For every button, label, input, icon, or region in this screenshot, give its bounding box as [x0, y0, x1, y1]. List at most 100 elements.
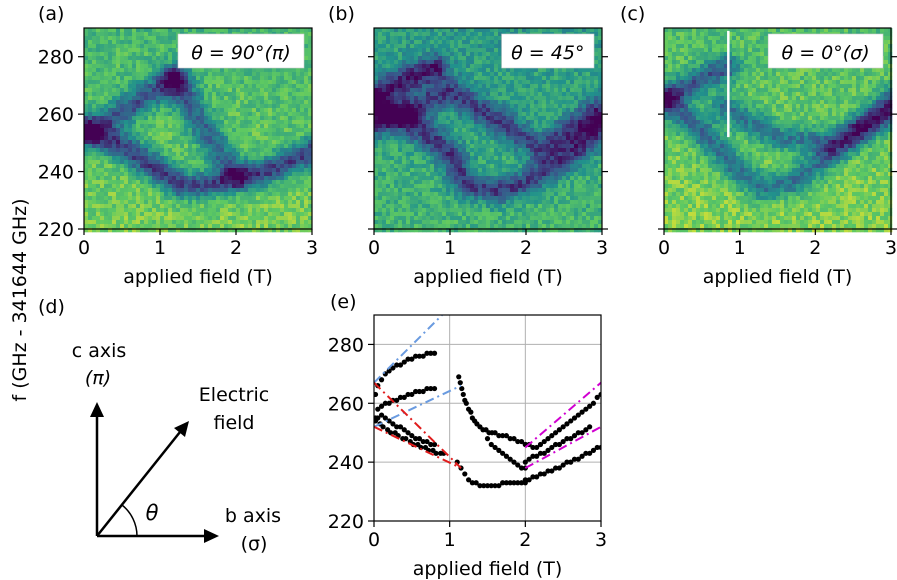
heatmap-cell	[582, 76, 587, 81]
heatmap-cell	[554, 68, 559, 73]
heatmap-cell	[88, 116, 93, 121]
heatmap-cell	[160, 216, 165, 221]
heatmap-cell	[374, 32, 379, 37]
heatmap-cell	[304, 212, 309, 217]
heatmap-cell	[88, 60, 93, 65]
heatmap-cell	[168, 156, 173, 161]
heatmap-cell	[208, 184, 213, 189]
heatmap-cell	[112, 184, 117, 189]
heatmap-cell	[300, 188, 305, 193]
heatmap-cell	[212, 216, 217, 221]
heatmap-cell	[216, 136, 221, 141]
heatmap-cell	[164, 184, 169, 189]
heatmap-cell	[124, 192, 129, 197]
heatmap-cell	[482, 136, 487, 141]
heatmap-cell	[140, 72, 145, 77]
heatmap-cell	[144, 84, 149, 89]
heatmap-cell	[268, 200, 273, 205]
heatmap-cell	[558, 80, 563, 85]
heatmap-cell	[196, 112, 201, 117]
heatmap-cell	[390, 44, 395, 49]
heatmap-cell	[506, 88, 511, 93]
heatmap-cell	[132, 136, 137, 141]
heatmap-cell	[570, 88, 575, 93]
heatmap-cell	[228, 156, 233, 161]
heatmap-cell	[272, 92, 277, 97]
heatmap-cell	[148, 76, 153, 81]
heatmap-cell	[136, 220, 141, 225]
heatmap-cell	[582, 148, 587, 153]
heatmap-cell	[136, 72, 141, 77]
heatmap-cell	[414, 132, 419, 137]
heatmap-cell	[466, 48, 471, 53]
heatmap-cell	[478, 104, 483, 109]
heatmap-cell	[304, 208, 309, 213]
heatmap-cell	[204, 176, 209, 181]
heatmap-cell	[204, 164, 209, 169]
heatmap-cell	[550, 108, 555, 113]
heatmap-cell	[104, 144, 109, 149]
heatmap-cell	[136, 224, 141, 229]
heatmap-cell	[386, 88, 391, 93]
heatmap-cell	[398, 132, 403, 137]
heatmap-cell	[280, 88, 285, 93]
heatmap-cell	[172, 136, 177, 141]
heatmap-cell	[216, 124, 221, 129]
heatmap-cell	[92, 184, 97, 189]
heatmap-cell	[466, 44, 471, 49]
heatmap-cell	[152, 108, 157, 113]
heatmap-cell	[542, 120, 547, 125]
heatmap-cell	[426, 164, 431, 169]
heatmap-cell	[598, 124, 603, 129]
heatmap-cell	[414, 28, 419, 33]
heatmap-cell	[276, 68, 281, 73]
heatmap-cell	[522, 140, 527, 145]
heatmap-cell	[558, 92, 563, 97]
heatmap-cell	[276, 180, 281, 185]
heatmap-cell	[188, 128, 193, 133]
heatmap-cell	[474, 132, 479, 137]
heatmap-cell	[152, 196, 157, 201]
heatmap-cell	[140, 44, 145, 49]
heatmap-cell	[426, 168, 431, 173]
heatmap-cell	[430, 60, 435, 65]
heatmap-cell	[148, 180, 153, 185]
heatmap-cell	[534, 76, 539, 81]
heatmap-cell	[140, 204, 145, 209]
heatmap-cell	[136, 136, 141, 141]
heatmap-cell	[582, 88, 587, 93]
heatmap-cell	[84, 84, 89, 89]
heatmap-cell	[92, 156, 97, 161]
x-tick-label: 1	[154, 237, 166, 259]
heatmap-cell	[526, 92, 531, 97]
heatmap-cell	[442, 76, 447, 81]
heatmap-cell	[160, 180, 165, 185]
heatmap-cell	[136, 124, 141, 129]
heatmap-cell	[506, 160, 511, 165]
heatmap-cell	[128, 144, 133, 149]
heatmap-cell	[590, 124, 595, 129]
heatmap-cell	[450, 116, 455, 121]
heatmap-cell	[382, 96, 387, 101]
heatmap-cell	[200, 212, 205, 217]
heatmap-cell	[88, 224, 93, 229]
heatmap-cell	[92, 136, 97, 141]
heatmap-cell	[232, 212, 237, 217]
heatmap-cell	[104, 124, 109, 129]
heatmap-cell	[414, 80, 419, 85]
heatmap-cell	[220, 172, 225, 177]
heatmap-cell	[124, 32, 129, 37]
heatmap-cell	[208, 132, 213, 137]
heatmap-cell	[594, 148, 599, 153]
heatmap-cell	[454, 136, 459, 141]
heatmap-cell	[470, 132, 475, 137]
heatmap-cell	[256, 120, 261, 125]
heatmap-cell	[402, 36, 407, 41]
heatmap-cell	[252, 220, 257, 225]
heatmap-cell	[128, 176, 133, 181]
heatmap-cell	[288, 92, 293, 97]
heatmap-cell	[554, 140, 559, 145]
heatmap-cell	[116, 216, 121, 221]
heatmap-cell	[152, 92, 157, 97]
heatmap-cell	[394, 64, 399, 69]
